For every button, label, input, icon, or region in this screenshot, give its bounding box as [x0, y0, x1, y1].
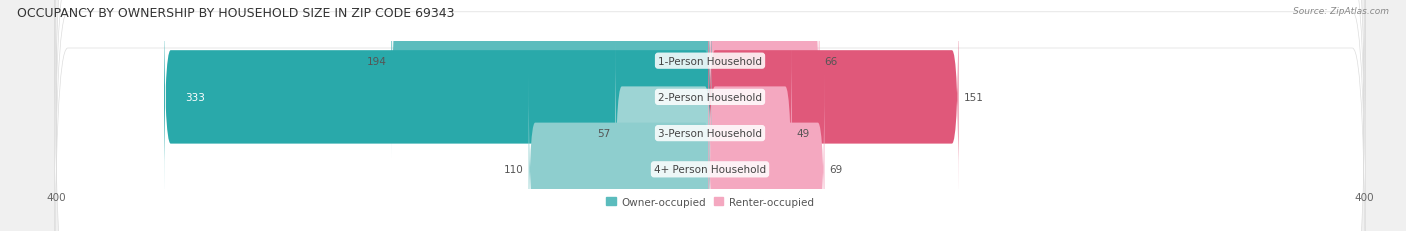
Text: 3-Person Household: 3-Person Household: [658, 128, 762, 139]
Text: 69: 69: [830, 165, 842, 175]
FancyBboxPatch shape: [55, 0, 1365, 231]
Text: 333: 333: [186, 92, 205, 103]
FancyBboxPatch shape: [709, 36, 792, 231]
FancyBboxPatch shape: [55, 0, 1365, 231]
FancyBboxPatch shape: [529, 72, 711, 231]
FancyBboxPatch shape: [165, 0, 711, 195]
Text: 49: 49: [797, 128, 810, 139]
FancyBboxPatch shape: [709, 72, 824, 231]
FancyBboxPatch shape: [616, 36, 711, 231]
FancyBboxPatch shape: [55, 2, 1365, 231]
FancyBboxPatch shape: [391, 0, 711, 159]
Text: 66: 66: [824, 56, 838, 66]
Text: 110: 110: [503, 165, 523, 175]
Text: OCCUPANCY BY OWNERSHIP BY HOUSEHOLD SIZE IN ZIP CODE 69343: OCCUPANCY BY OWNERSHIP BY HOUSEHOLD SIZE…: [17, 7, 454, 20]
FancyBboxPatch shape: [709, 0, 820, 159]
FancyBboxPatch shape: [709, 0, 959, 195]
Text: 57: 57: [598, 128, 610, 139]
Text: Source: ZipAtlas.com: Source: ZipAtlas.com: [1294, 7, 1389, 16]
Text: 2-Person Household: 2-Person Household: [658, 92, 762, 103]
Text: 194: 194: [367, 56, 387, 66]
FancyBboxPatch shape: [55, 0, 1365, 229]
Text: 1-Person Household: 1-Person Household: [658, 56, 762, 66]
Text: 4+ Person Household: 4+ Person Household: [654, 165, 766, 175]
Legend: Owner-occupied, Renter-occupied: Owner-occupied, Renter-occupied: [602, 193, 818, 211]
Text: 151: 151: [963, 92, 983, 103]
